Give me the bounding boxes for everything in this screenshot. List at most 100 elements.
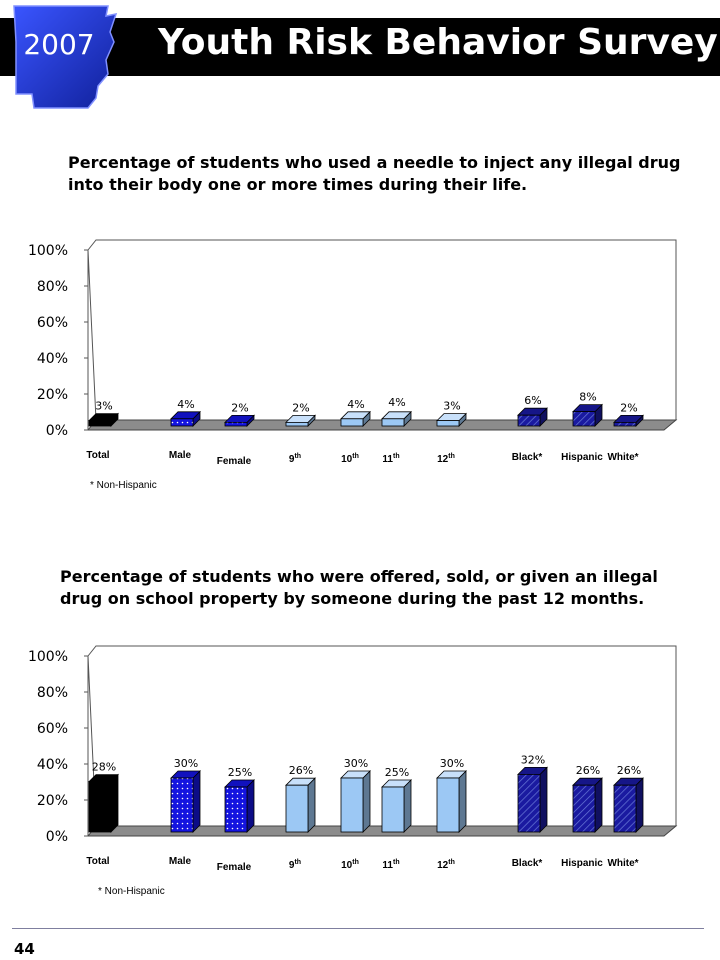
bar-front <box>170 418 194 427</box>
bar-5 <box>381 410 412 427</box>
bar-side <box>362 770 371 833</box>
y-tick-label: 80% <box>37 279 68 295</box>
data-label: 26% <box>289 764 313 777</box>
data-label: 28% <box>92 761 116 774</box>
chart2-drug-offered: 0% 20% 40% 60% 80% 100% 28% Total 30% Male 25% Fema… <box>28 645 678 873</box>
category-label: 11th <box>382 859 399 871</box>
category-suffix: th <box>448 453 455 460</box>
category-suffix: th <box>448 859 455 866</box>
category-suffix: th <box>393 859 400 866</box>
y-tick-label: 0% <box>46 423 68 439</box>
bar-front <box>517 414 541 427</box>
bar-side <box>110 773 119 833</box>
bar-front <box>436 777 460 833</box>
bar-front <box>381 786 405 833</box>
data-label: 2% <box>231 401 248 414</box>
bar-front <box>340 418 364 427</box>
bar-side <box>635 777 644 833</box>
category-suffix: th <box>294 859 301 866</box>
bar-front <box>224 786 248 833</box>
category-label: Total <box>86 450 109 461</box>
bar-0 <box>88 412 119 427</box>
footer-rule <box>12 928 704 929</box>
bar-9 <box>613 777 644 833</box>
data-label: 26% <box>576 764 600 777</box>
bar-8 <box>572 403 603 427</box>
bar-4 <box>340 770 371 833</box>
bar-front <box>340 777 364 833</box>
bar-front <box>285 784 309 833</box>
data-label: 8% <box>579 391 596 404</box>
y-tick-label: 100% <box>28 649 68 665</box>
y-tick-label: 60% <box>37 315 68 331</box>
bar-front <box>572 784 596 833</box>
data-label: 30% <box>440 757 464 770</box>
bar-front <box>170 777 194 833</box>
y-tick-label: 40% <box>37 351 68 367</box>
y-tick-label: 100% <box>28 243 68 259</box>
bar-7 <box>517 766 548 833</box>
category-label: Hispanic <box>561 858 603 869</box>
data-label: 6% <box>524 394 541 407</box>
bar-1 <box>170 410 201 427</box>
data-label: 2% <box>620 401 637 414</box>
bar-side <box>594 777 603 833</box>
data-label: 30% <box>174 757 198 770</box>
survey-year: 2007 <box>23 28 95 61</box>
bar-0 <box>88 773 119 833</box>
bar-2 <box>224 414 255 427</box>
chart1-title: Percentage of students who used a needle… <box>68 153 681 194</box>
chart1-needle-use: 0% 20% 40% 60% 80% 100% 3% Total 4% Male 2% Female 2… <box>28 239 678 467</box>
category-label: 12th <box>437 453 455 465</box>
bar-side <box>458 770 467 833</box>
y-tick-label: 20% <box>37 793 68 809</box>
bar-front <box>517 773 541 833</box>
y-tick-label: 40% <box>37 757 68 773</box>
data-label: 2% <box>292 401 309 414</box>
data-label: 4% <box>388 396 405 409</box>
category-label: Total <box>86 856 109 867</box>
bar-front <box>88 420 112 427</box>
header-bar <box>0 18 720 76</box>
bar-side <box>307 777 316 833</box>
category-suffix: th <box>352 453 359 460</box>
bar-8 <box>572 777 603 833</box>
bar-front <box>572 411 596 427</box>
category-label: 10th <box>341 453 359 465</box>
bar-side <box>246 779 255 833</box>
bar-side <box>192 770 201 833</box>
page-number: 44 <box>14 940 35 958</box>
category-label: Male <box>169 450 192 461</box>
bar-front <box>613 421 637 427</box>
page-title: Youth Risk Behavior Survey <box>158 22 718 63</box>
category-label: 10th <box>341 859 359 871</box>
data-label: 32% <box>521 753 545 766</box>
y-tick-label: 0% <box>46 829 68 845</box>
bar-7 <box>517 407 548 427</box>
data-label: 25% <box>228 766 252 779</box>
category-label: 9th <box>289 859 301 871</box>
category-label: Female <box>217 862 252 873</box>
data-label: 4% <box>177 398 194 411</box>
data-label: 25% <box>385 766 409 779</box>
y-tick-label: 20% <box>37 387 68 403</box>
bar-front <box>88 781 112 833</box>
chart2-title: Percentage of students who were offered,… <box>60 567 658 608</box>
bar-front <box>613 784 637 833</box>
bar-6 <box>436 412 467 427</box>
data-label: 26% <box>617 764 641 777</box>
bar-2 <box>224 779 255 833</box>
bar-3 <box>285 414 316 427</box>
data-label: 4% <box>347 398 364 411</box>
bar-5 <box>381 779 412 833</box>
bar-front <box>285 421 309 427</box>
bar-side <box>403 779 412 833</box>
category-label: 9th <box>289 453 301 465</box>
y-tick-label: 60% <box>37 721 68 737</box>
category-label: 12th <box>437 859 455 871</box>
category-label: White* <box>607 858 638 869</box>
chart1-footnote: * Non-Hispanic <box>90 480 157 491</box>
category-suffix: th <box>393 453 400 460</box>
bar-front <box>436 420 460 427</box>
bar-1 <box>170 770 201 833</box>
